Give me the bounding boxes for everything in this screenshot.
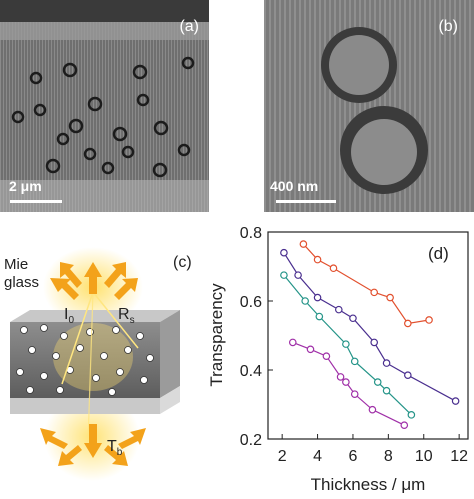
x-tick-label: 4: [313, 448, 322, 465]
data-point: [342, 378, 350, 386]
data-point: [370, 288, 378, 297]
data-point: [350, 390, 359, 398]
data-point: [322, 352, 331, 361]
data-point: [382, 386, 391, 395]
data-point: [350, 357, 359, 366]
sem-a-texture: [0, 0, 209, 212]
scale-label-a: 2 μm: [9, 178, 42, 194]
data-point: [382, 359, 391, 367]
plot-frame: [267, 231, 469, 440]
x-tick-label: 6: [349, 448, 358, 465]
x-axis-label: Thickness / μm: [311, 475, 426, 494]
data-point: [373, 378, 382, 386]
data-point: [451, 397, 460, 405]
y-tick-label: 0.6: [240, 294, 262, 311]
x-tick-label: 12: [450, 448, 468, 465]
data-point: [294, 271, 302, 279]
tb-main: T: [107, 438, 117, 455]
data-point: [280, 248, 288, 257]
data-point: [400, 421, 409, 430]
rs-sub: s: [129, 315, 135, 327]
scale-bar-b: [276, 200, 336, 203]
panel-label-a: (a): [179, 18, 199, 35]
x-tick-label: 10: [415, 448, 433, 465]
data-point: [425, 316, 433, 324]
data-point: [349, 314, 357, 323]
schematic-panel-c: Mie glass I0 Rs Tb (c): [0, 232, 205, 499]
data-point: [299, 240, 308, 248]
rs-main: R: [118, 306, 130, 323]
x-tick-label: 8: [384, 448, 393, 465]
data-point: [404, 371, 412, 379]
data-point: [370, 338, 378, 347]
rs-label: Rs: [118, 306, 135, 326]
data-point: [301, 297, 309, 305]
data-point: [315, 312, 324, 321]
sem-image-b: (b) 400 nm: [264, 0, 474, 212]
data-point: [329, 264, 338, 273]
data-point: [306, 345, 315, 354]
mie-glass-label: Mie glass: [4, 256, 39, 292]
data-point: [334, 305, 343, 314]
mie-line-1: Mie: [4, 256, 29, 273]
y-tick-label: 0.8: [240, 225, 262, 242]
data-point: [407, 411, 416, 419]
data-point: [280, 271, 288, 279]
tb-sub: b: [116, 447, 123, 459]
i0-main: I: [64, 306, 69, 323]
data-point: [404, 319, 412, 328]
tb-label: Tb: [107, 438, 122, 458]
data-point: [288, 338, 297, 347]
data-point: [342, 340, 350, 348]
mie-line-2: glass: [4, 274, 40, 291]
series-line-2: [283, 252, 456, 402]
data-point: [386, 293, 394, 302]
y-axis-label: Transparency: [207, 283, 226, 387]
y-tick-label: 0.4: [240, 363, 262, 380]
i0-label: I0: [64, 306, 74, 326]
transparency-chart: 0.2 0.4 0.6 0.8 2 4 6 8 10 12 Transparency Thick…: [207, 225, 469, 494]
scale-label-b: 400 nm: [270, 178, 319, 194]
data-point: [313, 255, 322, 264]
chart-panel-d: 0.2 0.4 0.6 0.8 2 4 6 8 10 12 Transparency Thick…: [200, 220, 474, 499]
series-line-1: [302, 243, 430, 325]
data-point: [336, 373, 345, 381]
panel-label-b: (b): [438, 18, 458, 35]
sem-b-texture: [264, 0, 474, 212]
data-point: [368, 405, 377, 414]
y-tick-label: 0.2: [240, 432, 262, 449]
sem-image-a: (a) 2 μm: [0, 0, 209, 212]
x-tick-label: 2: [278, 448, 287, 465]
scale-bar-a: [10, 200, 62, 203]
panel-label-d: (d): [428, 244, 449, 263]
panel-label-c: (c): [173, 254, 192, 271]
schematic-drawing: [10, 247, 180, 481]
i0-sub: 0: [68, 315, 75, 327]
data-point: [313, 293, 322, 302]
